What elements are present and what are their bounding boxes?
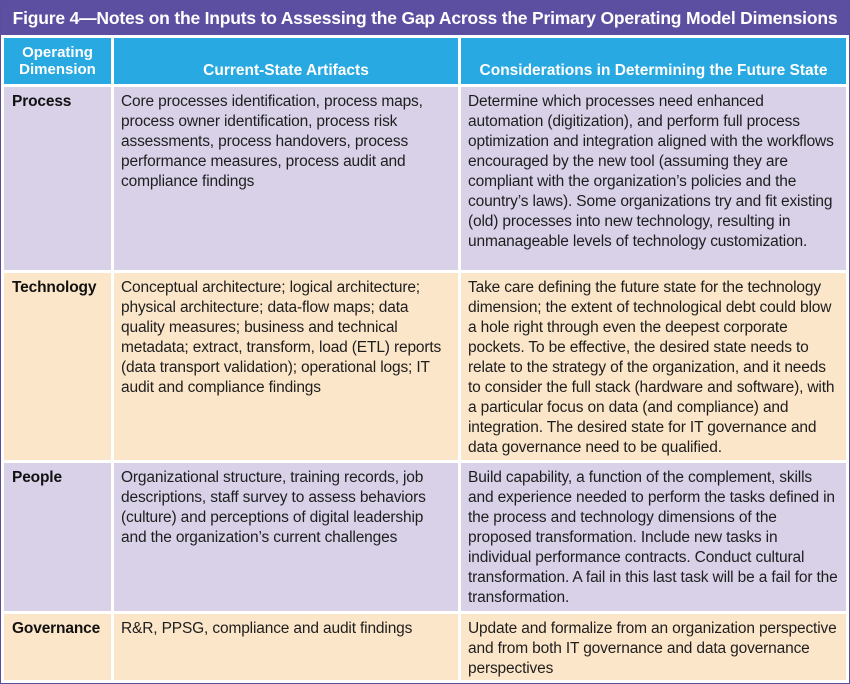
row-people-artifacts: Organizational structure, training recor… [114,463,458,611]
row-people-dimension: People [4,463,111,611]
row-technology-artifacts: Conceptual architecture; logical archite… [114,273,458,460]
header-dimension-line1: Operating [22,44,93,61]
row-process-considerations: Determine which processes need enhanced … [461,87,846,270]
row-people-considerations: Build capability, a function of the comp… [461,463,846,611]
figure-title: Figure 4—Notes on the Inputs to Assessin… [1,1,849,35]
row-process-dimension: Process [4,87,111,270]
header-current-state-artifacts: Current-State Artifacts [114,38,458,84]
row-process-artifacts: Core processes identification, process m… [114,87,458,270]
header-operating-dimension: Operating Dimension [4,38,111,84]
row-governance-considerations: Update and formalize from an organizatio… [461,614,846,680]
header-future-state-considerations: Considerations in Determining the Future… [461,38,846,84]
row-technology-considerations: Take care defining the future state for … [461,273,846,460]
row-technology-dimension: Technology [4,273,111,460]
row-governance-dimension: Governance [4,614,111,680]
row-governance-artifacts: R&R, PPSG, compliance and audit findings [114,614,458,680]
header-dimension-line2: Dimension [19,61,96,78]
